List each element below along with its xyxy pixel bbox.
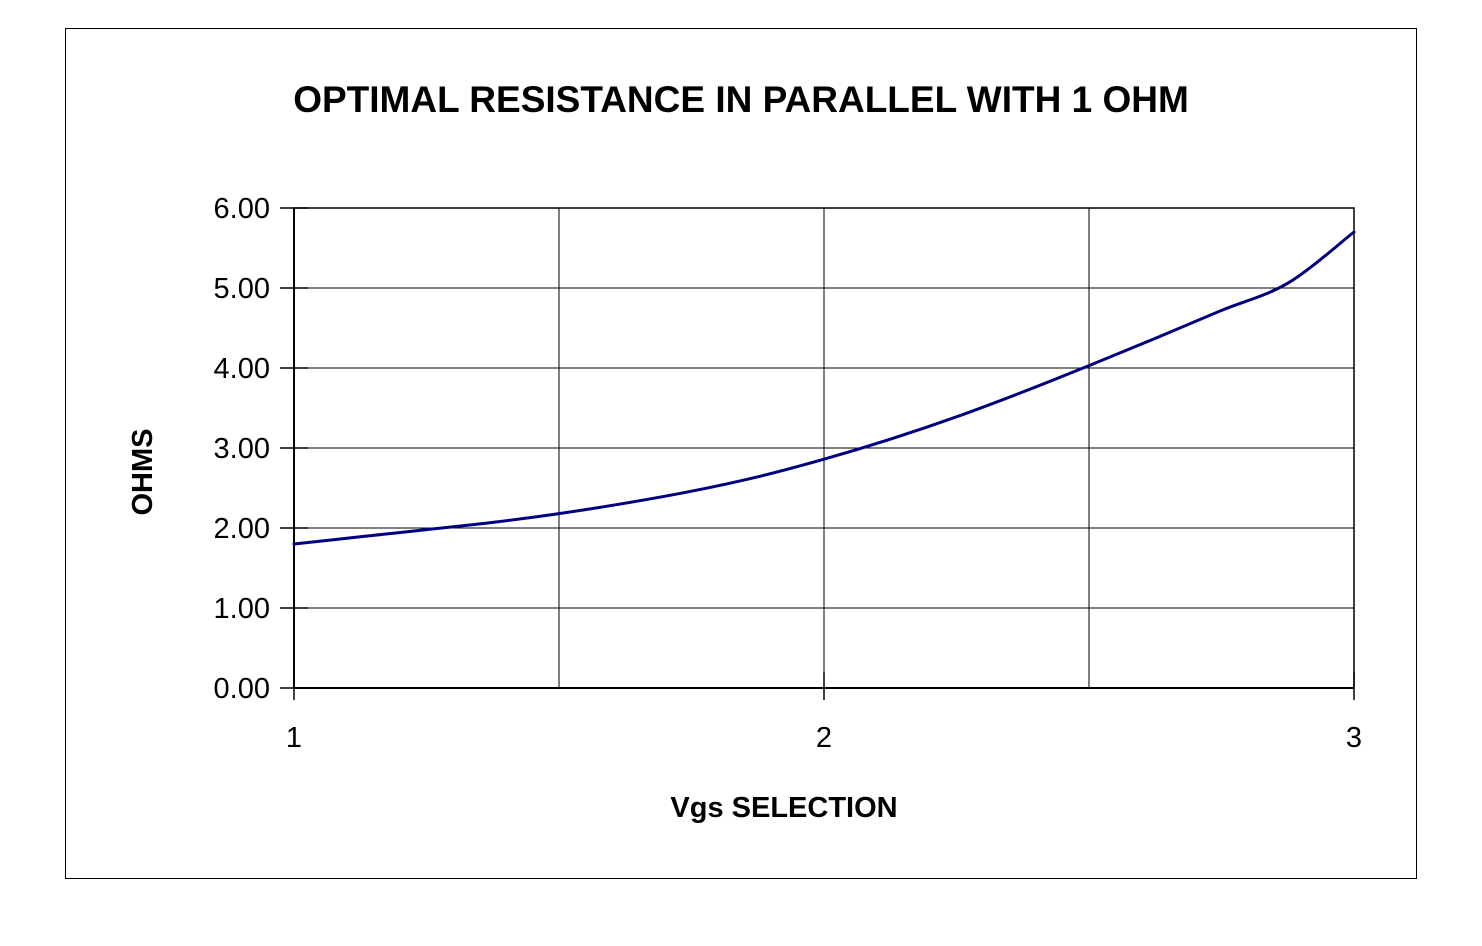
x-tick-label: 3 <box>1346 722 1362 754</box>
chart-frame: OPTIMAL RESISTANCE IN PARALLEL WITH 1 OH… <box>65 28 1417 879</box>
grid-layer <box>294 207 1354 688</box>
y-tick-label: 3.00 <box>214 433 270 465</box>
y-tick-label: 5.00 <box>214 273 270 305</box>
y-tick-label: 2.00 <box>214 513 270 545</box>
x-tick-label: 1 <box>286 722 302 754</box>
chart-svg: OPTIMAL RESISTANCE IN PARALLEL WITH 1 OH… <box>127 79 1362 824</box>
x-tick-label: 2 <box>816 722 832 754</box>
x-axis-title: Vgs SELECTION <box>670 792 897 824</box>
series-line <box>292 230 1356 546</box>
y-tick-label: 4.00 <box>214 353 270 385</box>
y-tick-label: 6.00 <box>214 193 270 225</box>
series-layer <box>292 230 1356 546</box>
y-axis-title: OHMS <box>127 429 159 516</box>
x-tick-labels: 1 2 3 <box>286 722 1362 754</box>
axis-layer <box>280 207 1355 700</box>
y-tick-labels: 0.00 1.00 2.00 3.00 4.00 5.00 6.00 <box>214 193 270 705</box>
y-tick-label: 1.00 <box>214 593 270 625</box>
chart-title: OPTIMAL RESISTANCE IN PARALLEL WITH 1 OH… <box>293 79 1189 120</box>
y-tick-label: 0.00 <box>214 673 270 705</box>
